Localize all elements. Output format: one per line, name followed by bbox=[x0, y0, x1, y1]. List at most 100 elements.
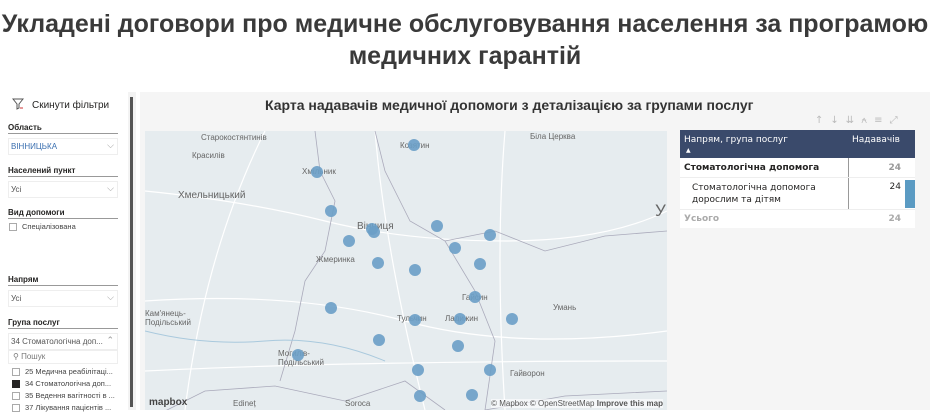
checkbox-checked-icon bbox=[12, 380, 20, 389]
provider-marker[interactable] bbox=[414, 390, 426, 402]
provider-marker[interactable] bbox=[373, 334, 385, 346]
option-label: 37 Лікування пацієнтів ... bbox=[25, 403, 112, 412]
service-option[interactable]: 35 Ведення вагітності в ... bbox=[12, 391, 126, 401]
city-label: Edineț bbox=[233, 399, 256, 408]
provider-marker[interactable] bbox=[506, 313, 518, 325]
service-option[interactable]: 37 Лікування пацієнтів ... bbox=[12, 403, 126, 412]
provider-marker[interactable] bbox=[474, 258, 486, 270]
page-title: Укладені договори про медичне обслуговув… bbox=[1, 10, 929, 70]
provider-marker[interactable] bbox=[454, 313, 466, 325]
option-label: 34 Стоматологічна доп... bbox=[25, 379, 112, 388]
city-label: Кам'янець-Подільський bbox=[145, 309, 191, 327]
settlement-label: Населений пункт bbox=[8, 166, 118, 177]
provider-marker[interactable] bbox=[449, 242, 461, 254]
city-label: Гайворон bbox=[510, 369, 545, 378]
map-lines bbox=[145, 131, 667, 410]
service-group-dropdown[interactable]: 34 Стоматологічна доп... ⌃ bbox=[8, 333, 118, 350]
group-value: 24 bbox=[888, 163, 901, 173]
service-group-value: 34 Стоматологічна доп... bbox=[11, 337, 103, 346]
attribution-text[interactable]: © Mapbox © OpenStreetMap bbox=[491, 399, 595, 408]
city-label: Красилів bbox=[192, 151, 225, 160]
care-type-checkbox[interactable]: Спеціалізована bbox=[9, 222, 123, 232]
providers-table: Напрям, група послуг ▲ Надавачів Стомато… bbox=[680, 130, 915, 228]
oblast-value: ВІННИЦЬКА bbox=[11, 142, 58, 151]
direction-dropdown[interactable]: Усі ⌵ bbox=[8, 290, 118, 307]
chevron-down-icon: ⌵ bbox=[107, 183, 114, 194]
header-providers[interactable]: Надавачів bbox=[852, 135, 900, 145]
search-icon: ⚲ bbox=[13, 352, 22, 361]
option-label: 25 Медична реабілітаці... bbox=[25, 367, 113, 376]
provider-map[interactable]: Старокостянтинів Красилів Хмільник Хмель… bbox=[145, 131, 667, 410]
table-header: Напрям, група послуг ▲ Надавачів bbox=[680, 130, 915, 158]
settlement-value: Усі bbox=[11, 185, 22, 194]
provider-marker[interactable] bbox=[431, 220, 443, 232]
service-group-label: Група послуг bbox=[8, 318, 118, 329]
checkbox-icon bbox=[12, 368, 20, 377]
checkbox-icon bbox=[12, 404, 20, 412]
visual-toolbar: ↑↓⇊⍲≡⤢ bbox=[815, 115, 905, 126]
header-direction[interactable]: Напрям, група послуг bbox=[684, 135, 788, 145]
provider-marker[interactable] bbox=[325, 205, 337, 217]
provider-marker[interactable] bbox=[325, 302, 337, 314]
settlement-dropdown[interactable]: Усі ⌵ bbox=[8, 181, 118, 198]
provider-marker[interactable] bbox=[469, 291, 481, 303]
provider-marker[interactable] bbox=[408, 139, 420, 151]
total-row: Усього 24 bbox=[680, 210, 915, 228]
city-label: Умань bbox=[553, 303, 577, 312]
city-label: Хмельницький bbox=[178, 190, 246, 201]
reset-filters-button[interactable]: Скинути фільтри bbox=[11, 98, 110, 113]
provider-marker[interactable] bbox=[409, 264, 421, 276]
child-label: Стоматологічна допомога дорослим та дітя… bbox=[692, 183, 816, 205]
search-placeholder: Пошук bbox=[21, 352, 46, 361]
expand-level-icon[interactable]: ⍲ bbox=[861, 115, 875, 126]
filter-icon[interactable]: ≡ bbox=[874, 115, 890, 126]
provider-marker[interactable] bbox=[412, 364, 424, 376]
provider-marker[interactable] bbox=[343, 235, 355, 247]
city-label: Старокостянтинів bbox=[201, 133, 267, 142]
oblast-label: Область bbox=[8, 123, 118, 134]
provider-marker[interactable] bbox=[292, 349, 304, 361]
page-scrollbar[interactable] bbox=[128, 92, 136, 410]
city-label: У bbox=[655, 201, 666, 220]
provider-marker[interactable] bbox=[466, 389, 478, 401]
map-attribution: © Mapbox © OpenStreetMap Improve this ma… bbox=[491, 399, 663, 408]
expand-all-icon[interactable]: ⇊ bbox=[845, 115, 862, 126]
total-label: Усього bbox=[684, 214, 720, 224]
drill-up-icon[interactable]: ↑ bbox=[815, 115, 831, 126]
provider-marker[interactable] bbox=[452, 340, 464, 352]
care-type-label: Вид допомоги bbox=[8, 208, 118, 219]
panel-title: Карта надавачів медичної допомоги з дета… bbox=[265, 97, 754, 113]
reset-label: Скинути фільтри bbox=[32, 100, 110, 111]
focus-mode-icon[interactable]: ⤢ bbox=[889, 115, 905, 126]
chevron-up-icon: ⌃ bbox=[106, 335, 114, 346]
checkbox-icon bbox=[9, 223, 17, 232]
service-group-search[interactable]: ⚲ Пошук bbox=[8, 350, 118, 364]
group-label: Стоматологічна допомога bbox=[684, 163, 820, 173]
data-bar bbox=[905, 180, 915, 208]
chevron-down-icon: ⌵ bbox=[107, 140, 114, 151]
service-option[interactable]: 34 Стоматологічна доп... bbox=[12, 379, 126, 389]
option-label: 35 Ведення вагітності в ... bbox=[25, 391, 115, 400]
provider-marker[interactable] bbox=[311, 166, 323, 178]
drill-down-icon[interactable]: ↓ bbox=[830, 115, 846, 126]
city-label: Soroca bbox=[345, 399, 371, 408]
care-type-option: Спеціалізована bbox=[22, 222, 76, 231]
improve-map-link[interactable]: Improve this map bbox=[596, 399, 663, 408]
provider-marker[interactable] bbox=[484, 364, 496, 376]
city-label: Біла Церква bbox=[530, 132, 576, 141]
direction-value: Усі bbox=[11, 294, 22, 303]
provider-marker[interactable] bbox=[484, 229, 496, 241]
table-row[interactable]: Стоматологічна допомога дорослим та дітя… bbox=[680, 178, 915, 210]
provider-marker[interactable] bbox=[409, 314, 421, 326]
mapbox-logo[interactable]: mapbox bbox=[149, 397, 188, 408]
provider-marker[interactable] bbox=[368, 226, 380, 238]
direction-label: Напрям bbox=[8, 275, 118, 286]
service-option[interactable]: 25 Медична реабілітаці... bbox=[12, 367, 126, 377]
provider-marker[interactable] bbox=[372, 257, 384, 269]
table-row[interactable]: Стоматологічна допомога 24 bbox=[680, 158, 915, 178]
child-value: 24 bbox=[889, 182, 901, 192]
oblast-dropdown[interactable]: ВІННИЦЬКА ⌵ bbox=[8, 138, 118, 155]
filter-clear-icon bbox=[11, 98, 25, 113]
chevron-down-icon: ⌵ bbox=[107, 292, 114, 303]
sort-asc-icon: ▲ bbox=[686, 147, 691, 154]
